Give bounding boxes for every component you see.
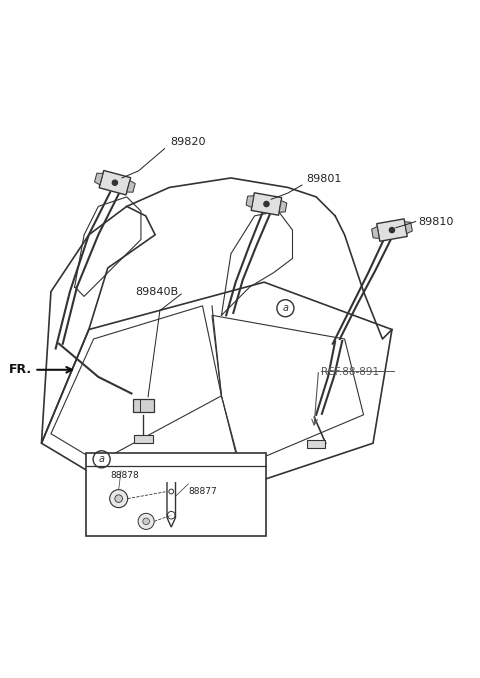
Circle shape — [138, 513, 154, 530]
Text: 89840B: 89840B — [136, 287, 179, 297]
Circle shape — [264, 201, 269, 207]
Bar — [134, 435, 153, 443]
Circle shape — [115, 495, 122, 502]
Text: a: a — [98, 454, 105, 464]
Text: a: a — [282, 303, 288, 313]
Text: 89810: 89810 — [418, 216, 454, 226]
Polygon shape — [99, 170, 131, 195]
FancyBboxPatch shape — [86, 453, 266, 536]
Polygon shape — [372, 226, 379, 239]
Polygon shape — [246, 196, 254, 207]
Polygon shape — [377, 219, 407, 241]
Text: 89820: 89820 — [170, 137, 206, 147]
Circle shape — [109, 490, 128, 508]
Text: 88877: 88877 — [188, 487, 217, 496]
Polygon shape — [95, 173, 103, 185]
Bar — [133, 399, 154, 412]
Circle shape — [143, 518, 149, 525]
Polygon shape — [279, 201, 287, 212]
Polygon shape — [251, 193, 282, 215]
Text: REF.88-891: REF.88-891 — [321, 367, 379, 378]
Polygon shape — [127, 180, 135, 192]
Text: FR.: FR. — [9, 363, 32, 376]
Text: 89801: 89801 — [307, 174, 342, 184]
Polygon shape — [405, 222, 412, 233]
Circle shape — [112, 180, 118, 185]
Text: 88878: 88878 — [110, 471, 139, 479]
Bar — [307, 440, 324, 448]
Circle shape — [389, 228, 395, 233]
